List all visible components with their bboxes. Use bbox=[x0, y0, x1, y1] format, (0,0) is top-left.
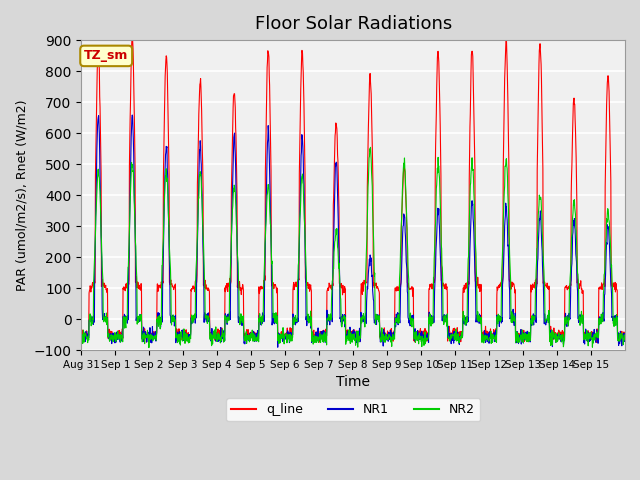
NR2 bbox=[163, 175, 170, 180]
Line: NR1: NR1 bbox=[81, 115, 625, 347]
Y-axis label: PAR (umol/m2/s), Rnet (W/m2): PAR (umol/m2/s), Rnet (W/m2) bbox=[15, 99, 28, 291]
q_line bbox=[339, 282, 347, 288]
NR1 bbox=[614, 335, 622, 340]
q_line bbox=[561, 285, 569, 290]
NR2 bbox=[145, 345, 153, 350]
NR2 bbox=[561, 314, 569, 320]
Title: Floor Solar Radiations: Floor Solar Radiations bbox=[255, 15, 452, 33]
X-axis label: Time: Time bbox=[336, 375, 370, 389]
Line: NR2: NR2 bbox=[81, 147, 625, 348]
NR1 bbox=[163, 145, 170, 151]
Line: q_line: q_line bbox=[81, 29, 625, 342]
NR1 bbox=[329, 261, 337, 267]
NR1 bbox=[339, 317, 347, 323]
NR2 bbox=[482, 336, 490, 342]
q_line bbox=[614, 335, 622, 340]
NR2 bbox=[367, 144, 374, 150]
Text: TZ_sm: TZ_sm bbox=[84, 49, 129, 62]
NR1 bbox=[621, 334, 628, 340]
q_line bbox=[163, 54, 170, 60]
q_line bbox=[593, 339, 600, 345]
NR1 bbox=[129, 112, 136, 118]
q_line bbox=[481, 329, 489, 335]
NR2 bbox=[329, 277, 337, 283]
NR1 bbox=[274, 344, 282, 350]
NR2 bbox=[339, 316, 347, 322]
q_line bbox=[77, 331, 85, 337]
q_line bbox=[621, 331, 628, 337]
Legend: q_line, NR1, NR2: q_line, NR1, NR2 bbox=[226, 398, 480, 421]
NR2 bbox=[614, 337, 622, 343]
q_line bbox=[329, 280, 337, 286]
NR2 bbox=[621, 336, 628, 342]
NR1 bbox=[561, 314, 569, 320]
NR1 bbox=[77, 330, 85, 336]
NR2 bbox=[77, 329, 85, 335]
NR1 bbox=[482, 339, 490, 345]
q_line bbox=[129, 26, 136, 32]
